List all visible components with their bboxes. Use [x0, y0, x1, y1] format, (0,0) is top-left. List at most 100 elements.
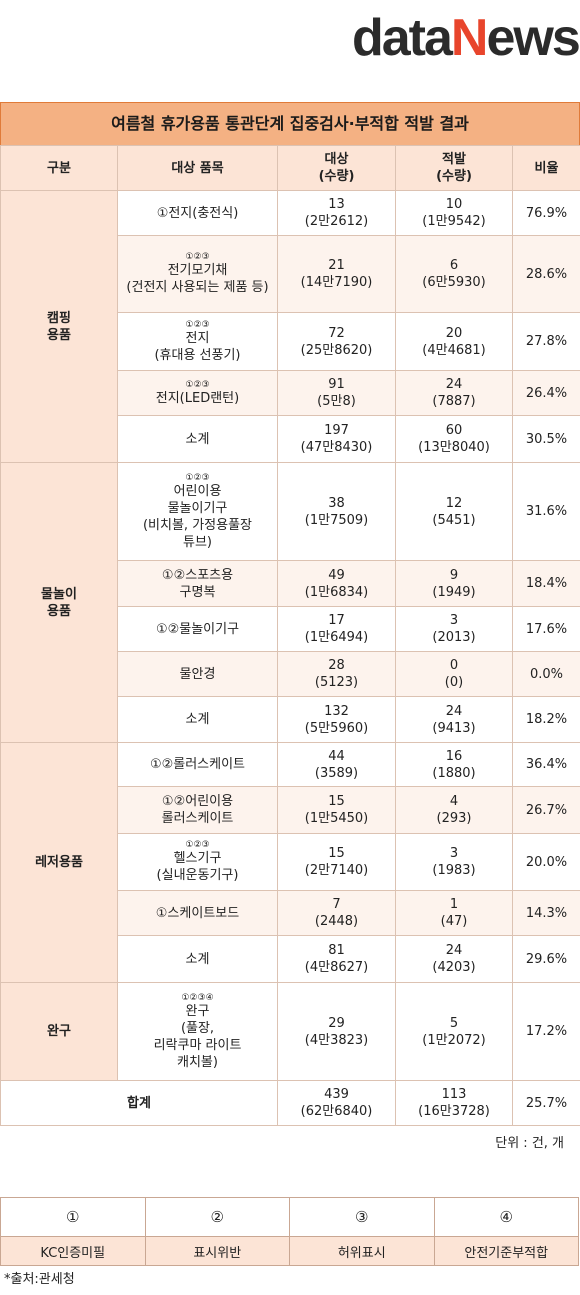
target-cell: 38 (1만7509): [277, 462, 396, 561]
target-cell: 197 (47만8430): [277, 415, 396, 463]
caught-qty: (5451): [432, 512, 476, 528]
legend-symbol: ②: [144, 1197, 290, 1237]
table-row: ①②③ 전지 (휴대용 선풍기) 72 (25만8620) 20 (4만4681) 27.8…: [1, 312, 580, 371]
item-name: 전지(LED랜턴): [155, 390, 240, 406]
item-cell: ①②③ 전기모기채 (건전지 사용되는 제품 등): [117, 235, 278, 313]
item-cell: ①②물놀이기구: [117, 606, 278, 652]
target-count: 21: [328, 258, 345, 273]
item-cell: ①②③ 헬스기구 (실내운동기구): [117, 833, 278, 891]
target-count: 49: [328, 567, 345, 583]
ratio-cell: 29.6%: [512, 935, 580, 983]
table-row: ①②스포츠용 구명복 49 (1만6834) 9 (1949) 18.4%: [1, 560, 580, 607]
caught-cell: 113 (16만3728): [395, 1080, 513, 1126]
ratio-cell: 14.3%: [512, 890, 580, 936]
total-row: 합계 439 (62만6840) 113 (16만3728) 25.7%: [0, 1080, 580, 1126]
target-qty: (62만6840): [300, 1104, 373, 1119]
caught-cell: 4 (293): [395, 786, 513, 834]
ratio-cell: 26.4%: [512, 370, 580, 416]
caught-count: 24: [445, 943, 463, 958]
item-marks: ①②③: [185, 840, 210, 850]
target-count: 91: [328, 377, 345, 392]
item-cell: ①스케이트보드: [117, 890, 278, 936]
target-count: 72: [328, 325, 345, 341]
target-cell: 17 (1만6494): [277, 606, 396, 652]
ratio-cell: 30.5%: [512, 415, 580, 463]
item-name: ①스케이트보드: [155, 905, 240, 921]
caught-count: 3: [449, 846, 459, 861]
caught-count: 6: [449, 258, 459, 273]
target-cell: 15 (2만7140): [277, 833, 396, 891]
item-marks: ①②③: [185, 472, 210, 483]
table-row: ①②물놀이기구 17 (1만6494) 3 (2013) 17.6%: [1, 606, 580, 652]
ratio-cell: 36.4%: [512, 742, 580, 787]
legend-symbol: ③: [289, 1197, 435, 1237]
caught-cell: 60 (13만8040): [395, 415, 513, 463]
caught-qty: (7887): [432, 394, 476, 409]
item-marks: ①②③: [185, 319, 210, 330]
item-cell: ①②③ 전지 (휴대용 선풍기): [117, 312, 278, 371]
table-row: ①②어린이용 롤러스케이트 15 (1만5450) 4 (293) 26.7%: [1, 786, 580, 834]
item-marks: ①②③: [185, 252, 210, 262]
item-name: ①②어린이용 롤러스케이트: [161, 794, 234, 826]
item-marks: ①②③: [185, 379, 210, 390]
item-cell: ①②어린이용 롤러스케이트: [117, 786, 278, 834]
header-cell: 비율: [512, 145, 580, 191]
ratio-cell: 17.6%: [512, 606, 580, 652]
ratio-cell: 26.7%: [512, 786, 580, 834]
table-row: 캠핑 용품 ①전지(충전식) 13 (2만2612) 10 (1만9542) 76.9%: [0, 190, 580, 463]
target-cell: 15 (1만5450): [277, 786, 396, 834]
caught-cell: 5 (1만2072): [395, 982, 513, 1081]
group-label: 캠핑 용품: [0, 190, 118, 463]
group-label: 레저용품: [0, 742, 118, 983]
caught-qty: (13만8040): [418, 440, 490, 455]
target-cell: 439 (62만6840): [277, 1080, 396, 1126]
item-cell: ①②③ 전지(LED랜턴): [117, 370, 278, 416]
caught-count: 10: [445, 197, 463, 212]
table-row: 소계 132 (5만5960) 24 (9413) 18.2%: [1, 696, 580, 743]
target-cell: 21 (14만7190): [277, 235, 396, 313]
caught-count: 60: [445, 423, 463, 438]
caught-count: 3: [449, 613, 459, 628]
legend-label: 표시위반: [144, 1236, 290, 1266]
item-name: ①②스포츠용 구명복: [161, 567, 234, 600]
header-cell: 적발 (수량): [395, 145, 513, 191]
item-cell: ①②③④ 완구 (풀장, 리락쿠마 라이트 캐치볼): [117, 982, 278, 1081]
item-name: 물안경: [179, 666, 216, 682]
target-cell: 29 (4만3823): [277, 982, 396, 1081]
legend-symbol: ①: [0, 1197, 146, 1237]
item-cell: 소계: [117, 935, 278, 983]
item-cell: ①②스포츠용 구명복: [117, 560, 278, 607]
target-cell: 44 (3589): [277, 742, 396, 787]
caught-qty: (0): [444, 675, 464, 690]
caught-cell: 20 (4만4681): [395, 312, 513, 371]
caught-qty: (293): [436, 811, 472, 826]
caught-qty: (6만5930): [422, 275, 486, 290]
legend-label: 안전기준부적합: [433, 1236, 579, 1266]
target-count: 13: [328, 197, 345, 212]
item-name: 헬스기구 (실내운동기구): [156, 851, 239, 883]
table-row: 완구 ①②③④ 완구 (풀장, 리락쿠마 라이트 캐치볼) 29 (4만3823) 5 (1…: [0, 982, 580, 1081]
table-row: 소계 81 (4만8627) 24 (4203) 29.6%: [1, 935, 580, 983]
caught-qty: (1880): [432, 765, 476, 781]
caught-count: 5: [449, 1015, 459, 1031]
table-row: 소계 197 (47만8430) 60 (13만8040) 30.5%: [1, 415, 580, 463]
table-row: 레저용품 ①②롤러스케이트 44 (3589) 16 (1880) 36.4%: [0, 742, 580, 983]
logo-text: N: [450, 9, 489, 67]
logo-text: data: [352, 9, 453, 67]
caught-count: 4: [449, 794, 459, 809]
results-table: 구분 대상 품목 대상 (수량) 적발 (수량) 비율 캠핑 용품 ①전지(충전식) 13 (2…: [0, 145, 580, 1126]
item-name: 어린이용 물놀이기구 (비치볼, 가정용풀장 튜브): [142, 483, 253, 550]
caught-count: 113: [441, 1087, 467, 1102]
caught-cell: 9 (1949): [395, 560, 513, 607]
caught-qty: (1만9542): [422, 214, 486, 229]
unit-note: 단위 : 건, 개: [495, 1136, 564, 1151]
ratio-cell: 27.8%: [512, 312, 580, 371]
target-count: 28: [328, 658, 345, 673]
target-cell: 132 (5만5960): [277, 696, 396, 743]
item-name: 소계: [185, 951, 210, 967]
legend-symbol: ④: [433, 1197, 579, 1237]
caught-cell: 24 (7887): [395, 370, 513, 416]
ratio-cell: 17.2%: [512, 982, 580, 1081]
logo-text: ews: [486, 9, 580, 67]
